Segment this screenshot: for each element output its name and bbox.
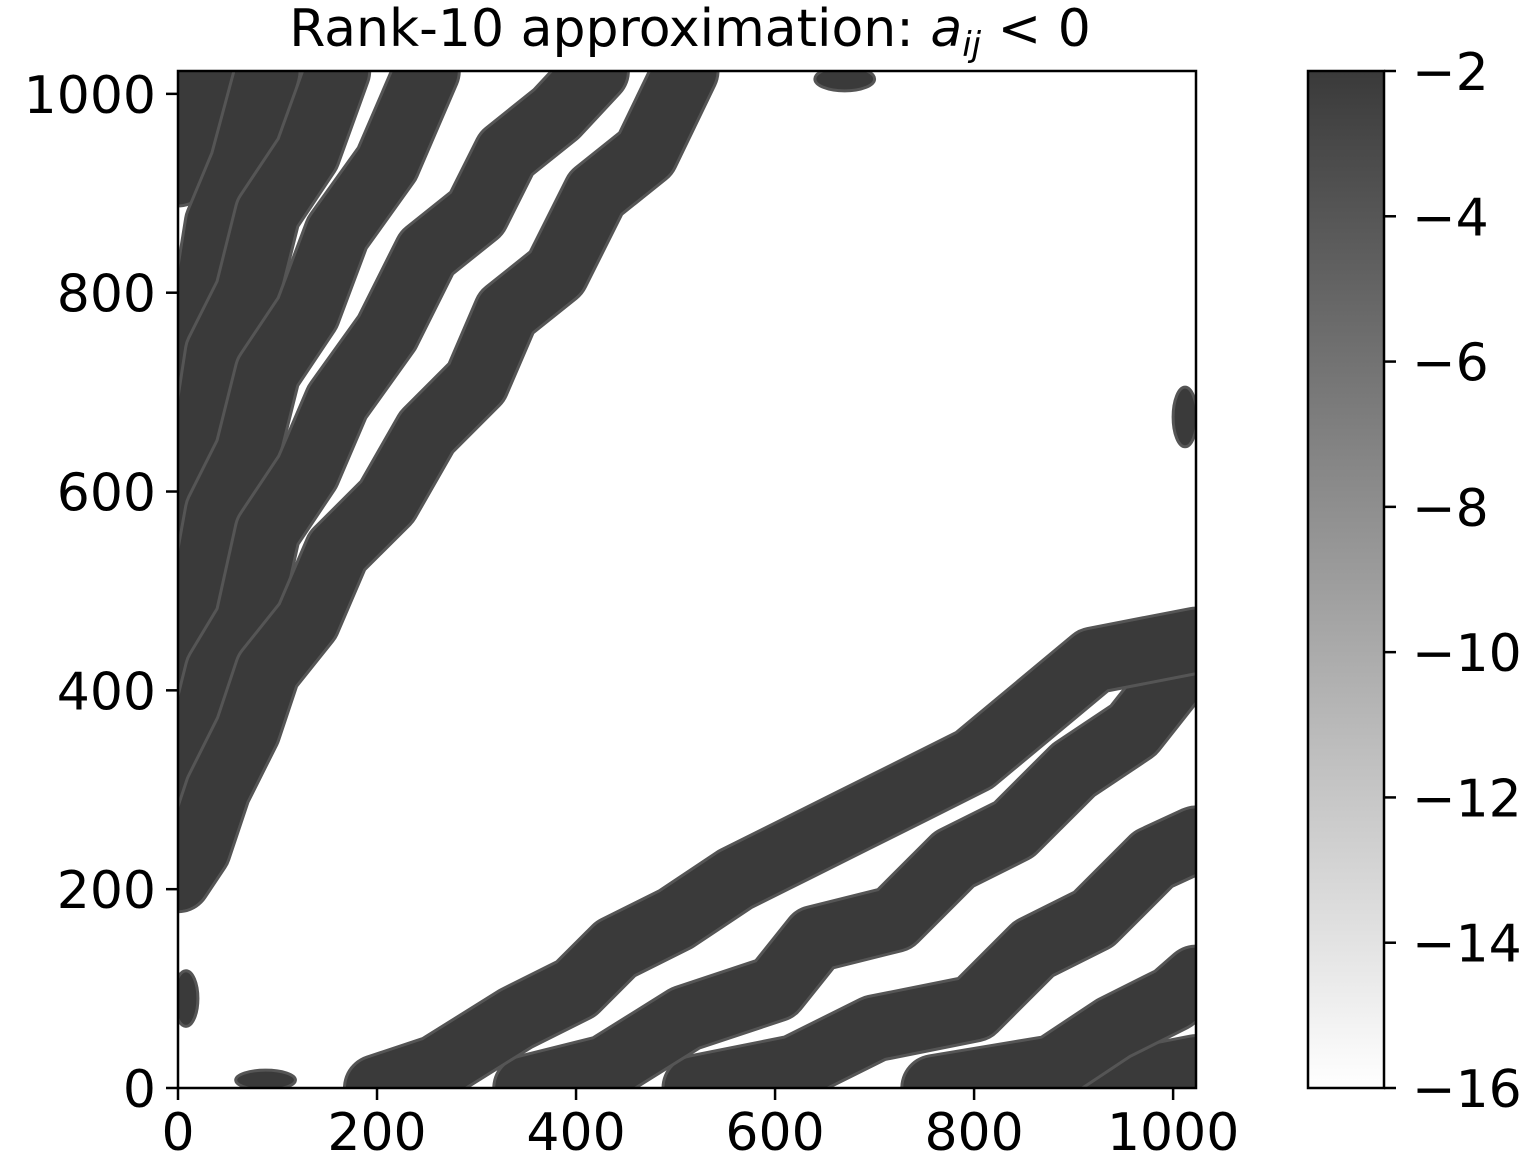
blob-bottom: [234, 1068, 297, 1088]
blob-left: [178, 969, 200, 1028]
x-tick-label: 200: [327, 1103, 426, 1163]
y-tick-label: 800: [57, 265, 156, 325]
band-6: [1062, 1037, 1196, 1088]
colorbar: −2 −4 −6 −8 −10 −12 −14 −16: [1306, 43, 1522, 1120]
band-7: [903, 947, 1196, 1088]
x-tick-label: 400: [526, 1103, 625, 1163]
plot-frame: [176, 69, 1198, 1090]
colorbar-ticks: −2 −4 −6 −8 −10 −12 −14 −16: [1384, 43, 1522, 1120]
chart-title-rel: < 0: [981, 0, 1091, 59]
band-8: [664, 808, 1196, 1088]
x-axis: 0 200 400 600 800 1000: [161, 1088, 1239, 1163]
colorbar-tick-label: −14: [1412, 915, 1522, 975]
colorbar-tick-label: −16: [1412, 1060, 1522, 1120]
y-tick-label: 1000: [24, 66, 156, 126]
x-tick-label: 1000: [1107, 1103, 1239, 1163]
colorbar-tick-label: −10: [1412, 624, 1522, 684]
chart-title-sub: ij: [962, 25, 981, 65]
y-tick-label: 600: [57, 464, 156, 524]
band-3: [178, 71, 458, 702]
band-4: [178, 71, 627, 821]
y-tick-label: 400: [57, 662, 156, 722]
x-tick-label: 0: [161, 1103, 194, 1163]
blob-top: [813, 71, 877, 93]
x-tick-label: 600: [725, 1103, 824, 1163]
chart-title-var: a: [930, 0, 962, 59]
colorbar-tick-label: −6: [1412, 334, 1489, 394]
colorbar-gradient: [1306, 69, 1386, 1090]
colorbar-tick-label: −2: [1412, 43, 1489, 103]
plot-area: [176, 69, 1198, 1090]
x-tick-label: 800: [924, 1103, 1023, 1163]
y-axis: 0 200 400 600 800 1000: [24, 66, 178, 1120]
chart-title: Rank-10 approximation: aij < 0: [289, 0, 1091, 65]
band-layer: [178, 71, 1196, 1088]
band-0: [178, 71, 239, 205]
y-tick-label: 200: [57, 861, 156, 921]
band-5: [178, 71, 717, 911]
band-9: [495, 619, 1196, 1088]
y-tick-label: 0: [123, 1060, 156, 1120]
colorbar-tick-label: −4: [1412, 188, 1489, 248]
colorbar-tick-label: −12: [1412, 769, 1522, 829]
colorbar-tick-label: −8: [1412, 479, 1489, 539]
blob-right: [1171, 385, 1196, 449]
band-10: [346, 609, 1196, 1088]
chart-title-prefix: Rank-10 approximation:: [289, 0, 930, 59]
